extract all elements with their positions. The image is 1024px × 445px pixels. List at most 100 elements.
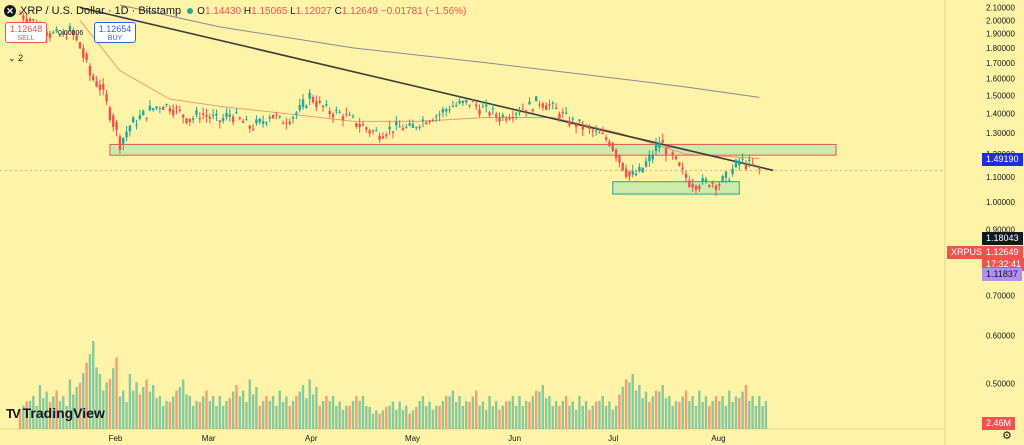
volume-bar [368,407,371,429]
volume-bar [568,405,571,429]
volume-bar [425,405,428,429]
candle-body [678,162,681,166]
candle-body [541,103,545,108]
volume-bar [385,407,388,429]
volume-bar [122,390,125,429]
y-tick-label: 1.00000 [986,198,1015,207]
y-tick-label: 1.60000 [986,75,1015,84]
volume-bar [458,396,461,429]
candle-body [485,104,488,107]
candle-body [718,184,721,186]
candle-body [22,15,25,20]
sell-price: 1.12648 [9,24,43,34]
candle-body [411,124,415,128]
candle-body [644,161,648,167]
volume-bar [108,378,112,429]
candle-body [82,48,85,58]
volume-bar [388,405,391,429]
volume-bar [325,396,328,429]
volume-bar [455,402,458,429]
candle-body [255,119,258,124]
volume-bar [488,396,491,429]
candle-body [181,114,185,118]
volume-bar [751,396,754,429]
candle-body [288,121,291,124]
volume-bar [248,379,251,429]
candle-body [668,146,671,148]
moving-average-2 [79,20,760,159]
candle-body [551,102,554,104]
volume-bar [381,410,385,429]
volume-bar [281,402,285,429]
candle-body [102,84,105,90]
candle-body [658,142,661,148]
candle-body [221,118,225,121]
candle-body [291,116,295,119]
volume-bar [211,396,215,429]
volume-bar [604,405,608,429]
volume-bar [571,401,574,429]
volume-bar [534,390,538,429]
candle-body [631,170,634,175]
volume-bar [395,409,398,429]
candle-body [428,121,431,123]
sell-button[interactable]: 1.12648 SELL [5,22,47,43]
candle-body [122,137,125,144]
volume-bar [102,390,105,429]
volume-bar [601,396,604,429]
volume-bar [411,410,415,429]
candle-body [548,104,551,106]
volume-bar [761,405,764,429]
gear-icon[interactable]: ⚙ [1002,430,1012,442]
candle-body [698,185,701,190]
buy-button[interactable]: 1.12654 BUY [94,22,136,43]
volume-bar [72,394,75,429]
ohlc-readout: O1.14430 H1.15065 L1.12027 C1.12649 −0.0… [197,5,467,17]
candle-body [198,118,202,120]
volume-bar [22,405,25,429]
volume-bar [178,386,182,429]
volume-bar [438,405,441,429]
volume-bar [724,405,728,429]
y-tick-label: 1.70000 [986,59,1015,68]
candle-body [618,155,621,163]
volume-bar [544,398,548,429]
volume-bar [218,396,221,429]
candle-body [578,119,581,121]
volume-bar [441,400,445,429]
candle-body [225,112,228,118]
indicators-toggle[interactable]: ⌄ 2 [8,53,23,64]
candle-body [748,159,751,161]
candle-body [268,116,271,119]
candle-body [528,101,531,105]
candle-body [514,113,518,115]
y-tick-label: 1.40000 [986,110,1015,119]
volume-bar [698,390,701,429]
candle-body [731,168,734,174]
volume-bar [704,396,708,429]
y-tick-label: 1.30000 [986,129,1015,138]
candle-body [425,122,428,125]
tradingview-logo[interactable]: TV TradingView [6,405,105,421]
volume-bar [82,372,85,429]
candle-body [105,94,108,102]
symbol-title[interactable]: XRP / U.S. Dollar · 1D · Bitstamp [20,5,182,17]
tradingview-logo-icon: TV [6,405,21,421]
ma-level-tag-2: 1.18043 [982,232,1023,245]
candle-body [724,171,728,178]
volume-bar [105,382,108,429]
candle-body [241,121,245,123]
volume-bar [558,405,561,429]
candle-body [195,110,198,115]
candle-body [315,101,318,108]
volume-bar [408,413,411,429]
candle-body [561,112,564,114]
candle-body [318,100,321,103]
volume-bar [185,394,188,429]
volume-bar [231,391,235,429]
volume-bar [681,396,684,429]
volume-bar [541,385,545,429]
candle-body [708,184,711,187]
